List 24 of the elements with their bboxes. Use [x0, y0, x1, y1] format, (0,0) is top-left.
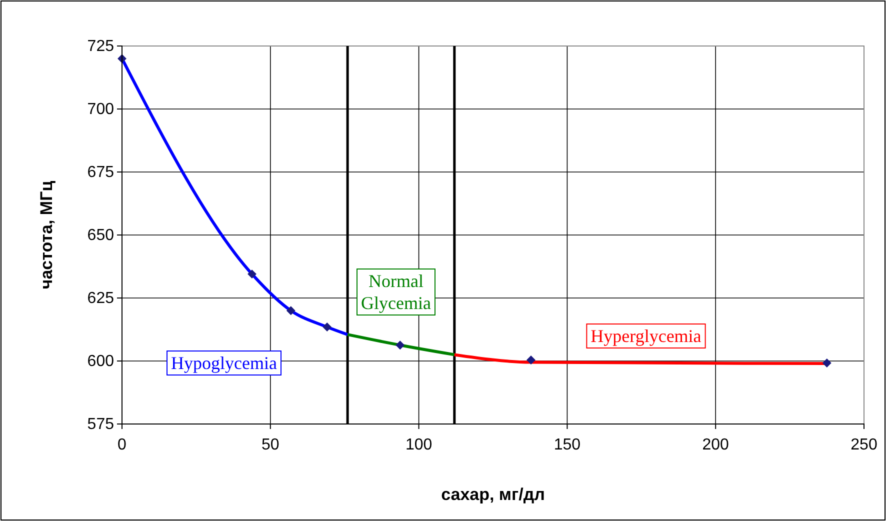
y-tick-label: 600: [87, 353, 114, 370]
point: [248, 270, 256, 279]
point: [396, 340, 405, 350]
point: [286, 306, 296, 316]
point: [822, 358, 832, 368]
y-axis-title: частота, МГц: [37, 180, 56, 290]
x-tick-label: 150: [554, 436, 581, 454]
series-label: Normal Glycemia: [361, 271, 431, 313]
x-tick-label: 0: [118, 436, 127, 454]
point: [322, 322, 332, 332]
y-tick-label: 675: [87, 164, 114, 182]
x-tick-label: 50: [262, 436, 280, 454]
x-tick-label: 100: [405, 436, 432, 454]
x-tick-label: 250: [850, 436, 878, 454]
point: [526, 356, 536, 364]
y-tick-label: 575: [87, 416, 114, 434]
x-axis-title: сахар, мг/дл: [441, 485, 545, 504]
text: Hypoglycemia: [171, 353, 277, 373]
y-tick-label: 625: [87, 290, 114, 308]
series-label: Hyperglycemia: [590, 326, 702, 346]
y-tick-label: 700: [87, 101, 114, 118]
y-tick-label: 725: [87, 38, 114, 56]
x-tick-label: 200: [702, 436, 730, 454]
y-tick-label: 650: [87, 227, 114, 244]
